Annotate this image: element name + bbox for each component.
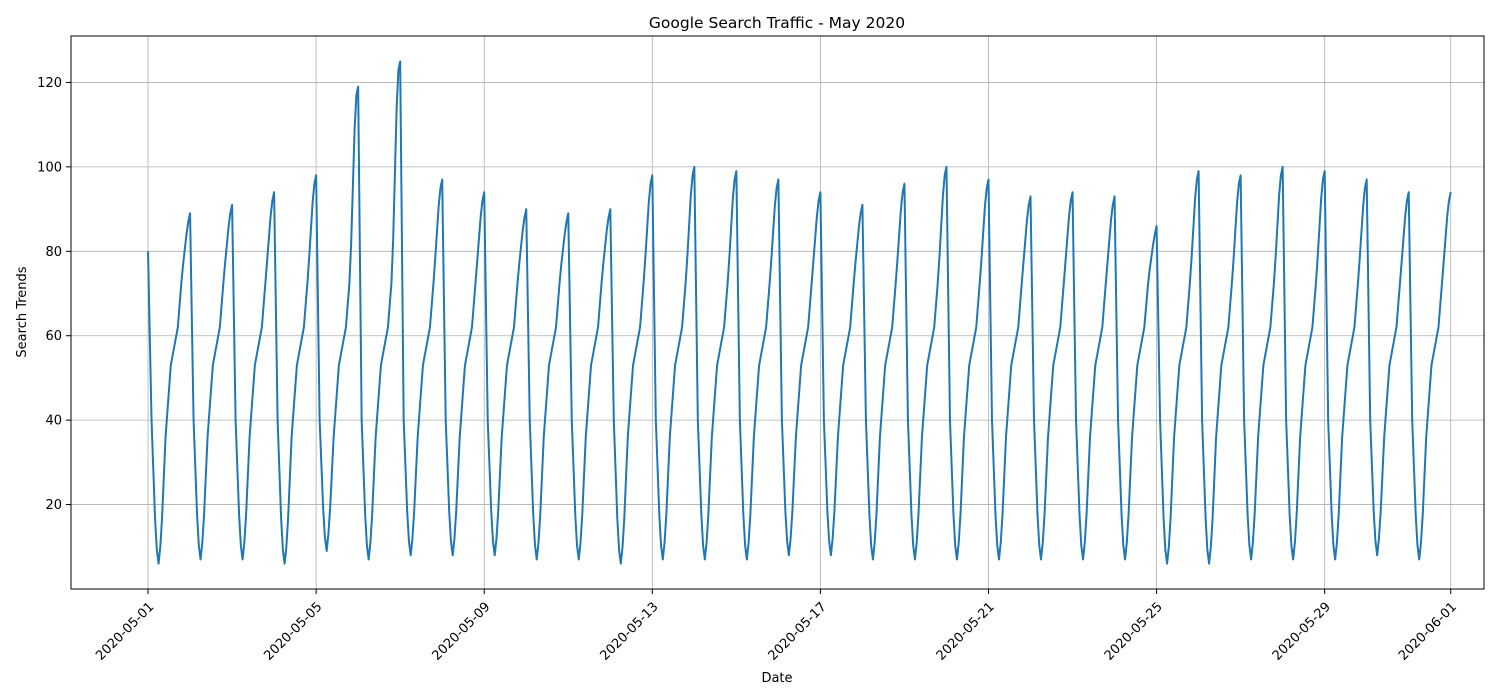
- y-tick-label: 40: [45, 414, 62, 429]
- x-tick-label: 2020-05-17: [766, 600, 830, 664]
- series-line: [147, 60, 1452, 565]
- chart-title: Google Search Traffic - May 2020: [649, 14, 905, 32]
- x-tick-label: 2020-06-01: [1396, 600, 1460, 664]
- plot-frame: [70, 35, 1485, 590]
- x-axis-ticks: 2020-05-01 2020-05-05 2020-05-09 2020-05-13…: [93, 589, 1460, 664]
- y-tick-label: 60: [45, 329, 62, 344]
- y-tick-label: 120: [37, 76, 62, 91]
- x-tick-label: 2020-05-05: [261, 600, 325, 664]
- y-tick-label: 20: [45, 498, 62, 513]
- x-tick-label: 2020-05-13: [598, 600, 662, 664]
- x-tick-label: 2020-05-01: [93, 600, 157, 664]
- x-tick-label: 2020-05-25: [1102, 600, 1166, 664]
- y-axis-ticks: 20 40 60 80 100 120: [37, 76, 71, 513]
- y-tick-label: 100: [37, 160, 62, 175]
- y-axis-title: Search Trends: [15, 266, 30, 357]
- y-tick-label: 80: [45, 245, 62, 260]
- x-axis-title: Date: [761, 671, 792, 686]
- x-tick-label: 2020-05-21: [934, 600, 998, 664]
- x-tick-label: 2020-05-29: [1270, 600, 1334, 664]
- x-tick-label: 2020-05-09: [429, 600, 493, 664]
- grid-lines: [71, 36, 1484, 589]
